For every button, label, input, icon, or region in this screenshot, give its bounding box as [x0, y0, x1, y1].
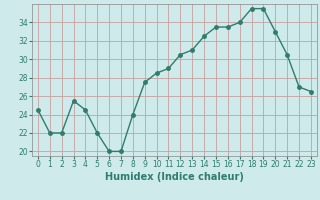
X-axis label: Humidex (Indice chaleur): Humidex (Indice chaleur) — [105, 172, 244, 182]
